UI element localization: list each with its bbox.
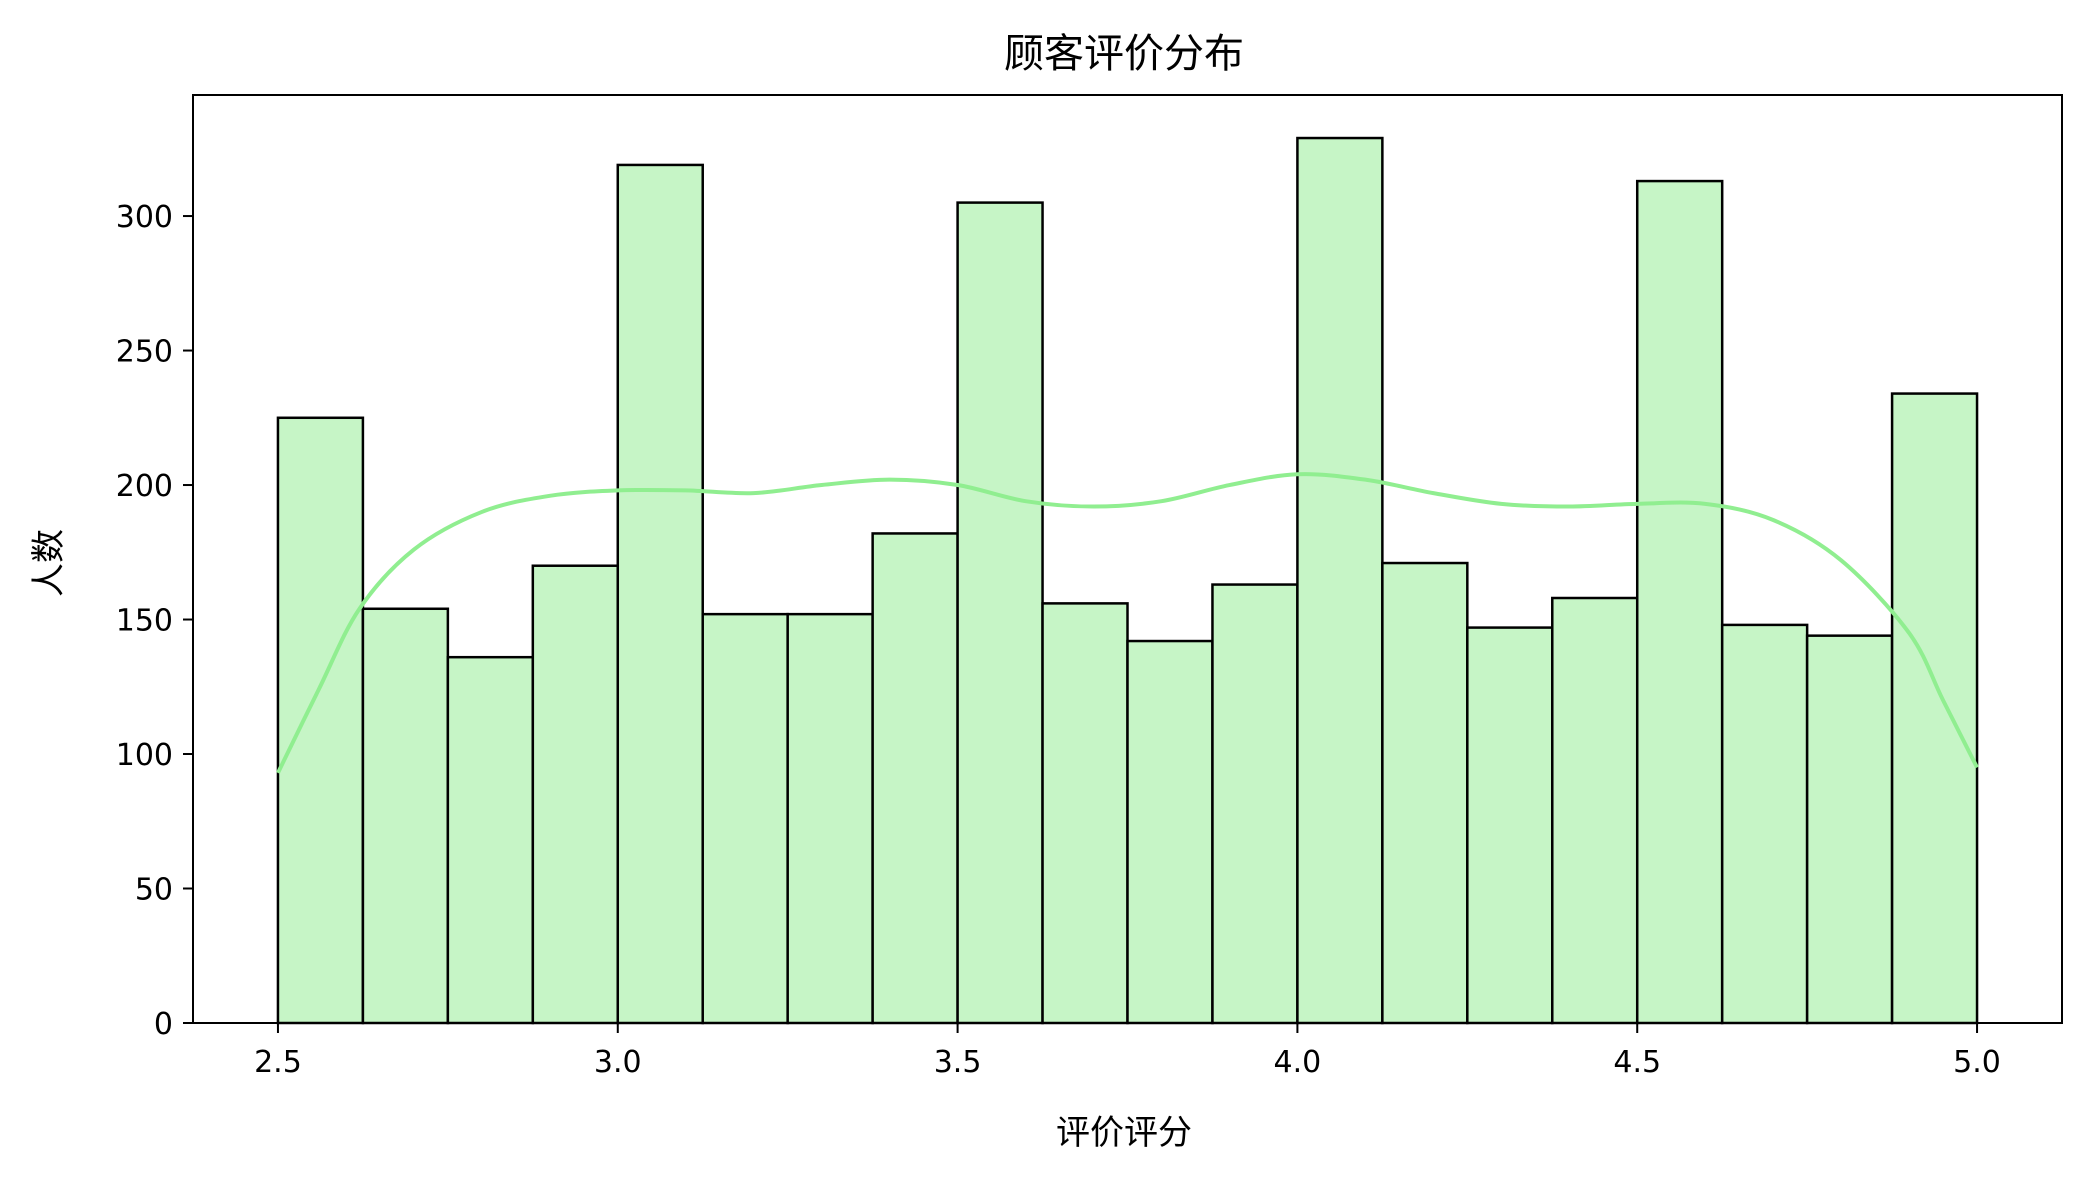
x-tick-label: 4.0 [1274,1045,1322,1080]
x-axis: 2.5 3.0 3.5 4.0 4.5 5.0 [254,1023,2001,1080]
y-tick-label: 300 [116,200,173,235]
y-tick-label: 200 [116,469,173,504]
x-tick-label: 5.0 [1953,1045,2001,1080]
histogram-bar [1466,626,1554,1025]
histogram-bar [1381,561,1469,1025]
histogram-bar [531,564,620,1025]
x-tick-label: 3.0 [594,1045,642,1080]
histogram-bar [1720,623,1809,1025]
y-tick-label: 250 [116,335,173,370]
histogram-bar [786,612,874,1025]
histogram-bar [616,163,704,1025]
x-axis-title: 评价评分 [1056,1113,1192,1153]
kde-line [276,472,1979,774]
y-axis-title: 人数 [29,529,69,597]
chart-title: 顾客评价分布 [1004,31,1244,77]
histogram-bar [956,201,1044,1025]
y-axis: 0 50 100 150 200 250 300 [116,200,193,1042]
histogram-bar [1041,602,1129,1025]
x-tick-label: 4.5 [1613,1045,1661,1080]
histogram-bar [701,612,789,1025]
histogram-bar [361,607,450,1025]
histogram-bar [871,532,959,1025]
x-tick-label: 2.5 [254,1045,302,1080]
histogram-bar [1551,596,1639,1025]
y-tick-label: 0 [154,1007,173,1042]
plot-frame [192,94,2063,1024]
histogram-bar [1635,179,1724,1025]
histogram-bar [1890,392,1979,1025]
y-tick-label: 150 [116,604,173,639]
bars-layer [276,136,1979,1025]
histogram-bar [1805,634,1894,1025]
x-tick-label: 3.5 [934,1045,982,1080]
histogram-bar [276,416,365,1025]
histogram-bar [446,655,535,1025]
y-tick-label: 100 [116,738,173,773]
histogram-bar [1296,136,1384,1025]
histogram-bar [1211,583,1299,1025]
histogram-bar [1126,639,1214,1025]
y-tick-label: 50 [135,873,173,908]
